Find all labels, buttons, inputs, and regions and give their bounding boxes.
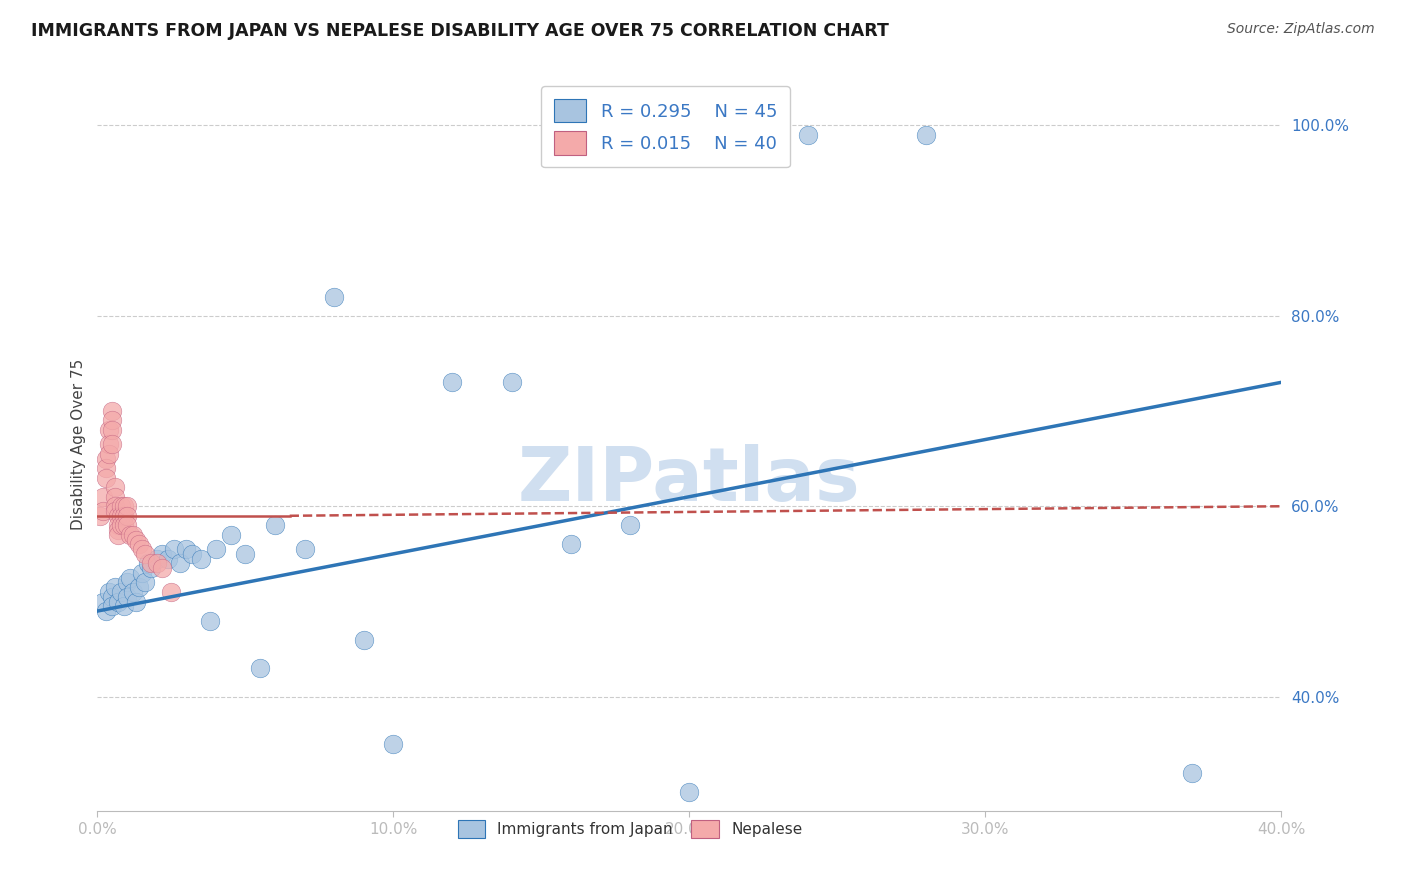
Point bbox=[198, 614, 221, 628]
Point bbox=[619, 518, 641, 533]
Point bbox=[136, 557, 159, 571]
Point bbox=[91, 594, 114, 608]
Point bbox=[104, 480, 127, 494]
Point bbox=[101, 590, 124, 604]
Point bbox=[139, 561, 162, 575]
Text: Source: ZipAtlas.com: Source: ZipAtlas.com bbox=[1227, 22, 1375, 37]
Point bbox=[1181, 766, 1204, 780]
Point bbox=[98, 423, 121, 437]
Point bbox=[112, 508, 135, 523]
Point bbox=[98, 437, 121, 451]
Point bbox=[107, 508, 129, 523]
Point bbox=[181, 547, 204, 561]
Point bbox=[139, 557, 162, 571]
Point bbox=[115, 500, 138, 514]
Point bbox=[233, 547, 256, 561]
Point bbox=[294, 542, 316, 557]
Point bbox=[107, 518, 129, 533]
Point bbox=[118, 528, 141, 542]
Point bbox=[264, 518, 287, 533]
Point bbox=[101, 599, 124, 614]
Point bbox=[112, 500, 135, 514]
Point bbox=[118, 571, 141, 585]
Text: IMMIGRANTS FROM JAPAN VS NEPALESE DISABILITY AGE OVER 75 CORRELATION CHART: IMMIGRANTS FROM JAPAN VS NEPALESE DISABI… bbox=[31, 22, 889, 40]
Point bbox=[219, 528, 242, 542]
Text: ZIPatlas: ZIPatlas bbox=[517, 444, 860, 517]
Point bbox=[112, 518, 135, 533]
Point bbox=[121, 585, 143, 599]
Point bbox=[190, 551, 212, 566]
Point bbox=[152, 547, 174, 561]
Point bbox=[145, 557, 167, 571]
Point bbox=[101, 423, 124, 437]
Point bbox=[89, 508, 111, 523]
Point bbox=[121, 528, 143, 542]
Point bbox=[104, 490, 127, 504]
Point bbox=[169, 557, 191, 571]
Point bbox=[115, 518, 138, 533]
Point bbox=[91, 490, 114, 504]
Point bbox=[115, 508, 138, 523]
Point bbox=[104, 580, 127, 594]
Point bbox=[131, 566, 153, 580]
Point bbox=[323, 290, 346, 304]
Point bbox=[501, 376, 523, 390]
Point bbox=[145, 551, 167, 566]
Point bbox=[96, 451, 118, 466]
Point bbox=[131, 542, 153, 557]
Point bbox=[796, 128, 818, 142]
Point bbox=[101, 413, 124, 427]
Point bbox=[110, 518, 132, 533]
Point bbox=[91, 504, 114, 518]
Point bbox=[115, 575, 138, 590]
Point bbox=[101, 404, 124, 418]
Point bbox=[157, 551, 180, 566]
Point bbox=[678, 785, 700, 799]
Point bbox=[104, 504, 127, 518]
Point bbox=[134, 547, 156, 561]
Point bbox=[441, 376, 464, 390]
Point bbox=[110, 500, 132, 514]
Y-axis label: Disability Age Over 75: Disability Age Over 75 bbox=[72, 359, 86, 530]
Point bbox=[107, 528, 129, 542]
Point bbox=[98, 585, 121, 599]
Point bbox=[125, 594, 148, 608]
Point bbox=[174, 542, 197, 557]
Legend: Immigrants from Japan, Nepalese: Immigrants from Japan, Nepalese bbox=[451, 814, 808, 844]
Point bbox=[98, 447, 121, 461]
Point bbox=[112, 599, 135, 614]
Point bbox=[107, 523, 129, 537]
Point bbox=[134, 575, 156, 590]
Point bbox=[249, 661, 271, 675]
Point bbox=[101, 437, 124, 451]
Point bbox=[128, 537, 150, 551]
Point bbox=[560, 537, 582, 551]
Point bbox=[104, 500, 127, 514]
Point bbox=[915, 128, 938, 142]
Point bbox=[152, 561, 174, 575]
Point bbox=[107, 594, 129, 608]
Point bbox=[163, 542, 186, 557]
Point bbox=[204, 542, 226, 557]
Point bbox=[115, 590, 138, 604]
Point bbox=[128, 580, 150, 594]
Point bbox=[125, 533, 148, 547]
Point bbox=[110, 508, 132, 523]
Point bbox=[382, 738, 405, 752]
Point bbox=[110, 585, 132, 599]
Point bbox=[353, 632, 375, 647]
Point bbox=[96, 461, 118, 475]
Point bbox=[96, 470, 118, 484]
Point bbox=[96, 604, 118, 618]
Point bbox=[160, 585, 183, 599]
